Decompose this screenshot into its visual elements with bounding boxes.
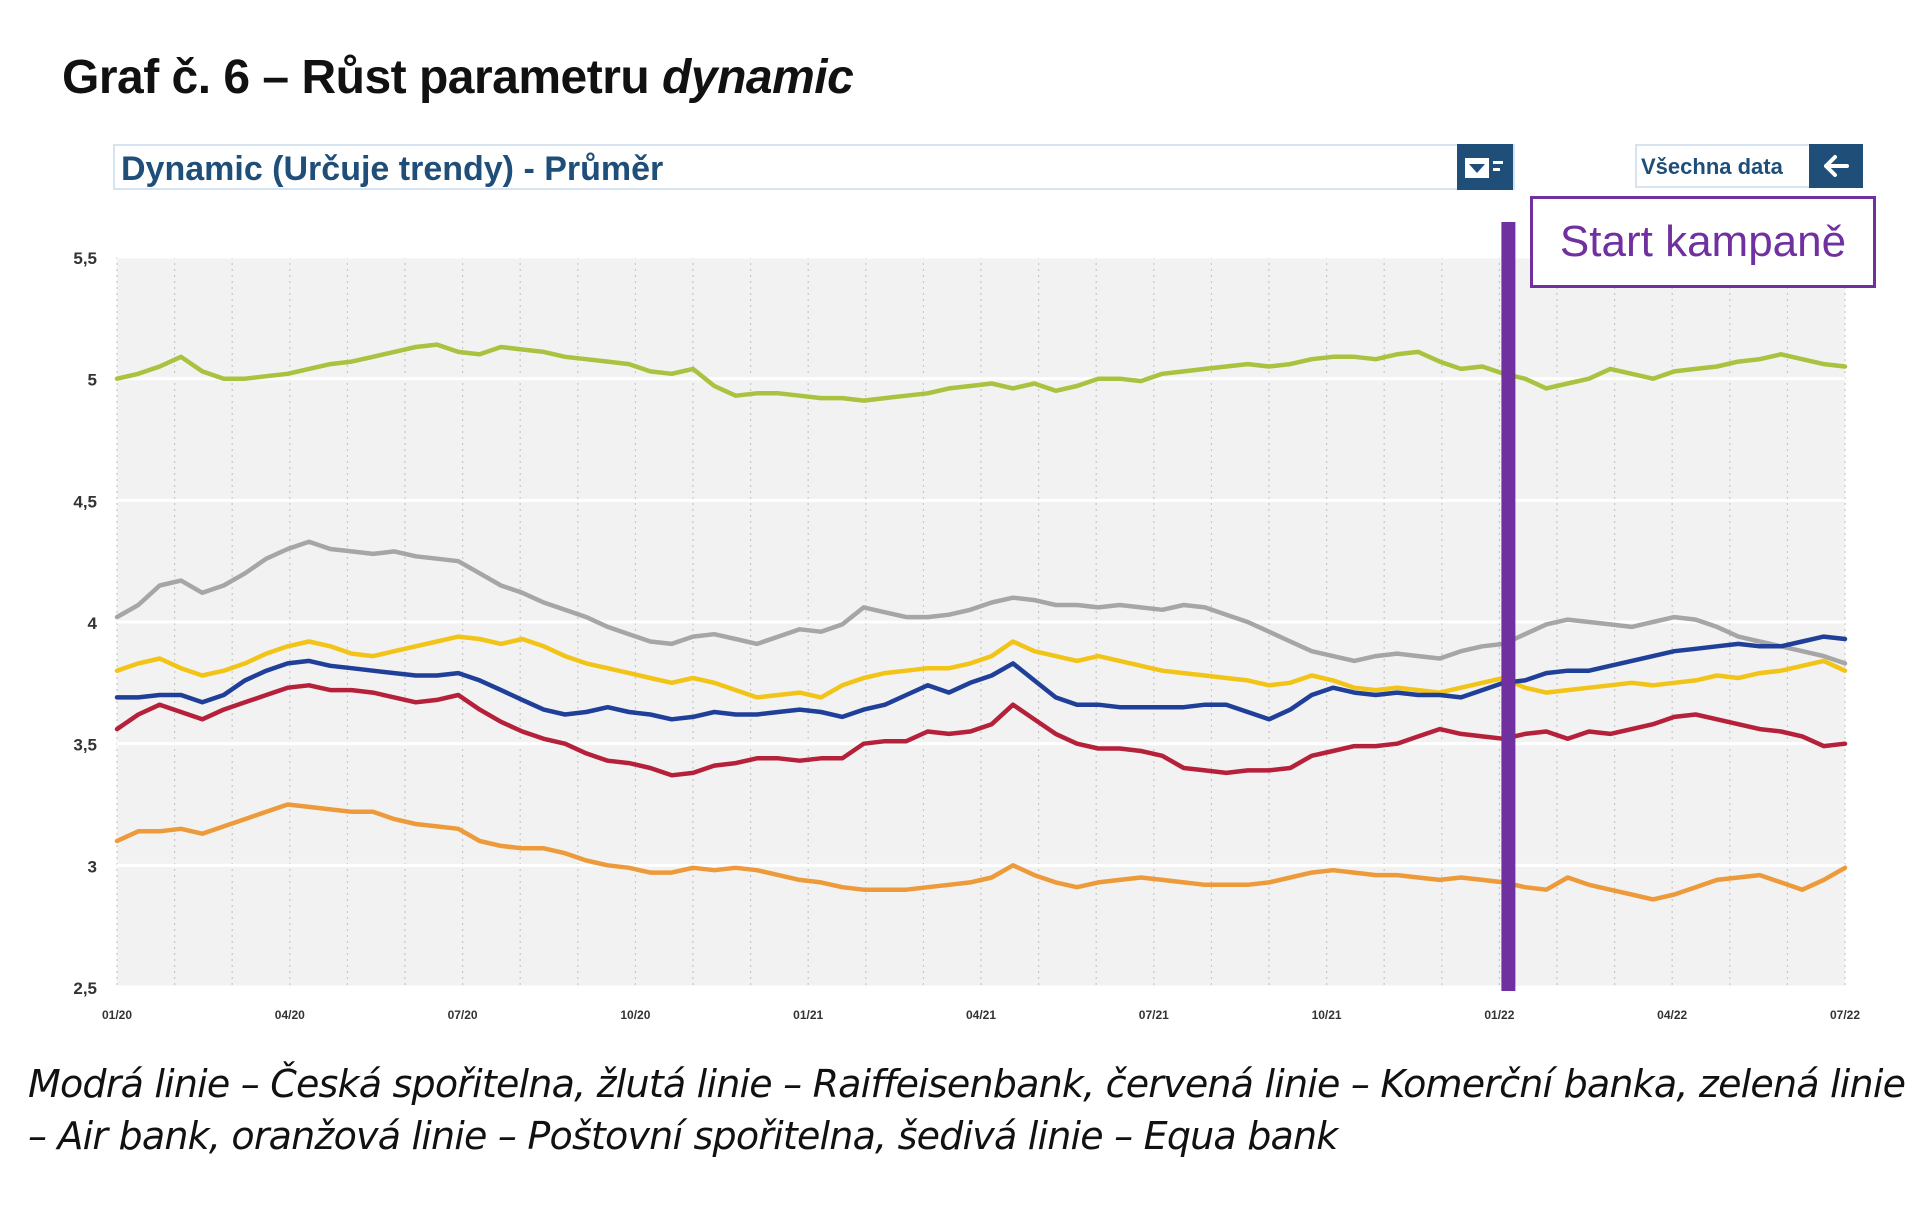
measure-dropdown-value: Dynamic (Určuje trendy) - Průměr (121, 150, 664, 188)
measure-dropdown[interactable]: Dynamic (Určuje trendy) - Průměr (113, 144, 1515, 190)
dropdown-filter-icon[interactable] (1457, 144, 1513, 190)
arrow-left-icon[interactable] (1809, 144, 1863, 188)
x-tick-label: 07/22 (1830, 1008, 1860, 1022)
x-tick-label: 01/20 (102, 1008, 132, 1022)
series-line (114, 342, 1848, 403)
page-title-emphasis: dynamic (662, 51, 854, 104)
campaign-start-label-box: Start kampaně (1530, 196, 1876, 288)
x-tick-label: 01/22 (1484, 1008, 1514, 1022)
series-line (114, 634, 1848, 722)
all-data-label: Všechna data (1641, 154, 1783, 179)
x-tick-label: 04/21 (966, 1008, 996, 1022)
page-title-prefix: Graf č. 6 – Růst parametru (62, 51, 663, 104)
x-tick-label: 04/20 (275, 1008, 305, 1022)
x-tick-label: 07/21 (1139, 1008, 1169, 1022)
y-tick-label: 5 (88, 371, 97, 390)
series-line (114, 802, 1848, 902)
y-tick-label: 4,5 (73, 492, 97, 511)
series-line (114, 634, 1848, 700)
all-data-button[interactable]: Všechna data (1635, 144, 1863, 188)
campaign-start-label: Start kampaně (1559, 217, 1847, 266)
campaign-start-marker (1501, 222, 1516, 991)
x-tick-label: 04/22 (1657, 1008, 1687, 1022)
y-tick-label: 5,5 (73, 249, 97, 268)
y-tick-label: 3 (88, 857, 97, 876)
legend-caption: Modrá linie – Česká spořitelna, žlutá li… (28, 1062, 1906, 1158)
y-tick-label: 3,5 (73, 736, 97, 755)
series-line (114, 539, 1848, 666)
y-tick-label: 2,5 (73, 979, 97, 998)
series-line (114, 683, 1848, 778)
y-tick-label: 4 (88, 614, 98, 633)
x-tick-label: 10/20 (620, 1008, 650, 1022)
x-tick-label: 07/20 (448, 1008, 478, 1022)
page-title: Graf č. 6 – Růst parametru dynamic (62, 50, 854, 105)
x-tick-label: 10/21 (1312, 1008, 1342, 1022)
x-tick-label: 01/21 (793, 1008, 823, 1022)
